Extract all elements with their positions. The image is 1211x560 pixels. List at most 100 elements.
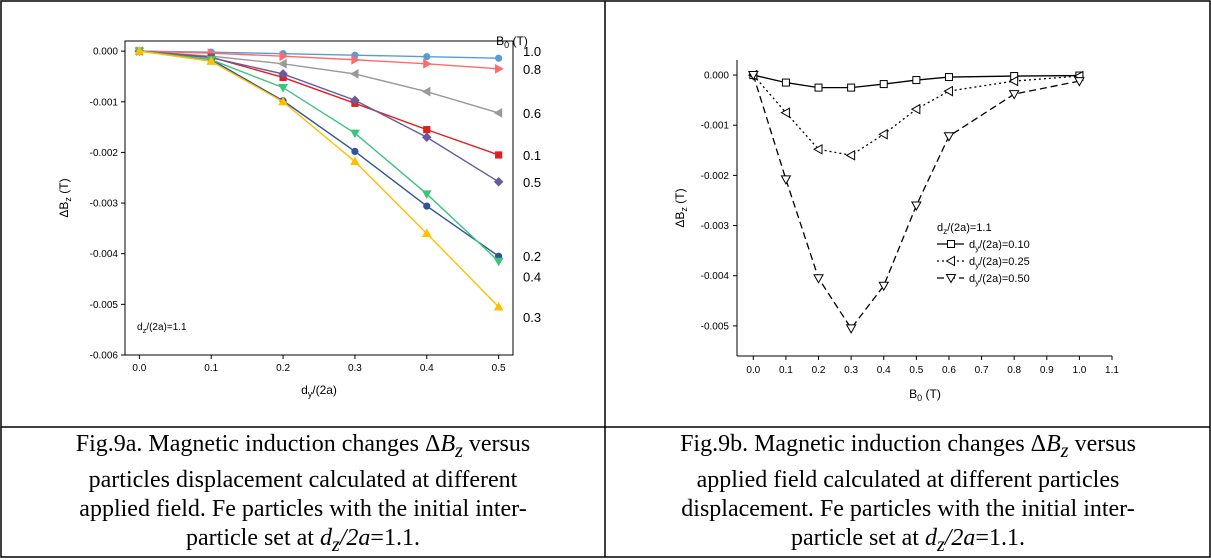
legend-label-part: /(2a)=0.10 — [979, 239, 1029, 251]
data-point — [351, 147, 359, 156]
legend-title: B0 (T) — [496, 34, 528, 50]
x-axis-label: dy/(2a) — [301, 383, 337, 399]
data-point — [912, 76, 921, 85]
x-tick-label: 0.5 — [909, 365, 923, 376]
data-point — [421, 228, 432, 238]
y-tick-label: -0.002 — [90, 148, 119, 159]
chart-a: 0.0 0.1 0.2 0.3 0.4 0.5 0.000 -0.001 -0.002 -0.00… — [57, 34, 541, 399]
x-tick-label: 0.5 — [492, 363, 506, 374]
series-label: 0.3 — [523, 310, 541, 325]
data-point — [847, 83, 856, 92]
legend-title-part: B — [496, 34, 504, 48]
legend-marker — [947, 240, 955, 248]
series-label: 0.5 — [523, 175, 541, 190]
y-axis-label-part: ΔB — [673, 212, 687, 228]
legend-label: dy/(2a)=0.50 — [969, 273, 1030, 287]
y-tick-label: -0.001 — [90, 97, 119, 108]
series-label: 0.8 — [523, 62, 541, 77]
caption-b: Fig.9b. Magnetic induction changes ΔBz v… — [680, 431, 1136, 556]
data-point — [493, 257, 504, 267]
data-point — [845, 324, 857, 334]
legend-title-part: /(2a)=1.1 — [947, 222, 991, 234]
series-line — [139, 50, 499, 114]
legend-label-part: d — [969, 273, 975, 285]
x-axis-label: B0 (T) — [909, 387, 941, 403]
data-point — [814, 83, 823, 92]
legend-title: dz/(2a)=1.1 — [937, 222, 992, 236]
data-point — [278, 58, 287, 69]
x-tick-label: 0.8 — [1007, 365, 1021, 376]
data-point — [493, 301, 504, 311]
data-point — [493, 177, 504, 187]
series-label: 0.6 — [523, 106, 541, 121]
data-point — [422, 132, 432, 142]
data-point — [278, 96, 288, 106]
series-label: 1.0 — [523, 44, 541, 59]
x-tick-label: 0.4 — [877, 365, 891, 376]
legend-label-sub: y — [975, 278, 980, 287]
x-axis-label-part: /(2a) — [312, 383, 337, 397]
x-tick-label: 0.2 — [276, 363, 290, 374]
x-axis-label-part: d — [301, 383, 308, 397]
plot-frame — [124, 40, 514, 356]
series-line — [752, 74, 1080, 157]
data-point — [423, 202, 431, 210]
annotation-part: /(2a)=1.1 — [146, 322, 187, 333]
data-point — [350, 129, 360, 139]
data-point — [349, 69, 359, 79]
data-point — [493, 108, 503, 118]
data-point — [1008, 75, 1019, 87]
series-line — [139, 50, 499, 156]
series-line — [139, 50, 499, 183]
data-point — [845, 149, 856, 161]
data-point — [813, 143, 823, 155]
data-point — [879, 80, 888, 89]
y-axis-label-sub: z — [63, 197, 73, 202]
y-tick-label: -0.004 — [90, 249, 119, 260]
x-axis-label-part: (T) — [922, 387, 941, 401]
x-tick-label: 0.3 — [844, 365, 858, 376]
y-axis-label: ΔBz (T) — [57, 178, 73, 217]
data-point — [878, 128, 888, 140]
data-point — [780, 175, 792, 185]
x-tick-label: 0.0 — [132, 363, 146, 374]
data-point — [1074, 77, 1085, 87]
data-point — [878, 281, 890, 292]
annotation-sub: z — [143, 326, 147, 335]
data-point — [495, 151, 503, 159]
legend-label: dy/(2a)=0.25 — [969, 256, 1030, 270]
data-point — [421, 190, 432, 199]
x-tick-label: 0.9 — [1040, 365, 1054, 376]
data-point — [423, 126, 431, 134]
y-tick-label: -0.005 — [701, 321, 730, 332]
x-tick-label: 0.3 — [348, 363, 362, 374]
data-point — [780, 107, 790, 119]
legend-marker — [945, 255, 955, 267]
data-point — [278, 83, 288, 93]
y-tick-label: -0.005 — [90, 300, 119, 311]
y-tick-label: -0.003 — [90, 199, 119, 210]
y-tick-label: -0.002 — [701, 171, 730, 182]
y-axis-label-part: ΔB — [57, 202, 71, 218]
data-point — [944, 73, 953, 82]
legend-label-part: /(2a)=0.25 — [979, 256, 1029, 268]
series-label: 0.4 — [523, 270, 541, 285]
x-axis-label-part: B — [909, 387, 917, 401]
x-axis-label-sub: y — [308, 389, 313, 399]
x-tick-label: 0.1 — [779, 365, 793, 376]
data-point — [781, 78, 790, 87]
series-line — [139, 50, 500, 262]
series-label: 0.2 — [523, 249, 541, 264]
x-tick-label: 0.7 — [975, 365, 989, 376]
data-point — [423, 58, 432, 69]
series-line — [139, 50, 500, 257]
legend-marker — [945, 274, 957, 284]
x-tick-label: 0.1 — [204, 363, 218, 374]
data-point — [1008, 90, 1020, 100]
legend-label-part: d — [969, 256, 975, 268]
x-tick-label: 0.0 — [746, 365, 760, 376]
chart-b: 0.0 0.1 0.2 0.3 0.4 0.5 0.6 0.7 0.8 0.9 1.0 1.1 0.00… — [673, 60, 1119, 403]
data-point — [495, 63, 504, 74]
data-point — [943, 132, 955, 142]
